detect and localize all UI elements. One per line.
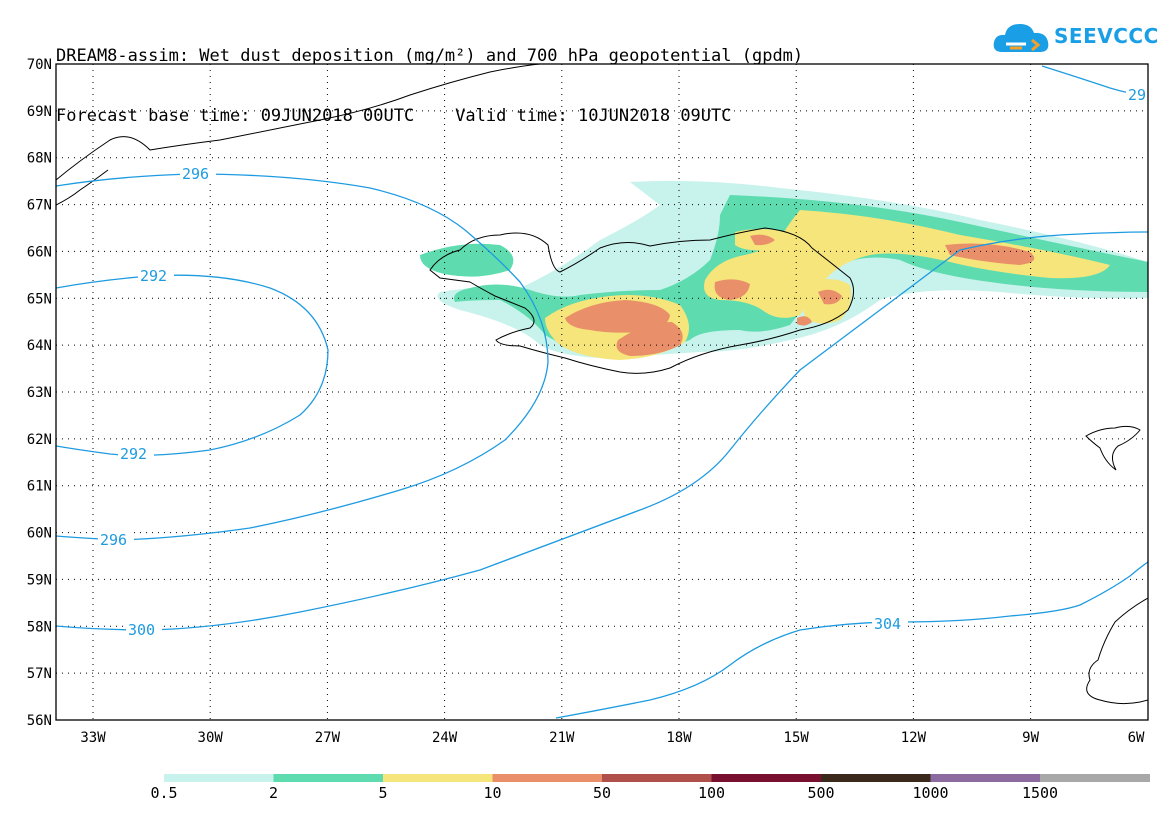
dust-deposition-shading xyxy=(420,180,1148,360)
legend-label: 100 xyxy=(698,784,725,802)
latitude-label: 62N xyxy=(27,432,52,448)
seevccc-logo: SEEVCCC xyxy=(992,18,1158,58)
contour-296-north xyxy=(56,173,549,541)
longitude-label: 27W xyxy=(315,730,341,746)
map-frame xyxy=(55,63,1149,721)
latitude-label: 60N xyxy=(27,526,52,542)
contour-label-304: 304 xyxy=(874,615,901,633)
logo-text: SEEVCCC xyxy=(1054,24,1159,48)
color-legend: 0.5 2 5 10 50 100 500 1000 1500 xyxy=(150,774,1150,802)
latitude-label: 70N xyxy=(27,57,52,73)
longitude-label: 6W xyxy=(1128,730,1145,746)
legend-swatch xyxy=(273,774,384,782)
latitude-label: 66N xyxy=(27,244,52,260)
contour-304 xyxy=(555,561,1148,719)
iceland-coastline xyxy=(429,227,854,374)
cloud-icon xyxy=(993,24,1049,52)
longitude-label: 30W xyxy=(198,730,224,746)
legend-label: 500 xyxy=(807,784,834,802)
contour-label-300: 300 xyxy=(128,621,155,639)
dust-area-10-g xyxy=(797,316,812,326)
coastlines xyxy=(56,64,1148,705)
longitude-label: 24W xyxy=(432,730,458,746)
longitude-label: 18W xyxy=(666,730,692,746)
legend-label: 1000 xyxy=(912,784,948,802)
contour-label-292-bottom: 292 xyxy=(120,445,147,463)
longitude-label: 15W xyxy=(784,730,810,746)
latitude-label: 64N xyxy=(27,338,52,354)
latitude-label: 57N xyxy=(27,666,52,682)
legend-label: 5 xyxy=(378,784,387,802)
latitude-label: 59N xyxy=(27,572,52,588)
dust-area-10-b xyxy=(616,322,683,356)
dust-area-10 xyxy=(565,300,670,333)
latitude-label: 63N xyxy=(27,385,52,401)
latitude-label: 56N xyxy=(27,713,52,729)
graticule xyxy=(56,64,1148,720)
title-line-2: Forecast base time: 09JUN2018 00UTC Vali… xyxy=(56,106,732,126)
legend-swatch xyxy=(492,774,603,782)
contour-label-292-top: 292 xyxy=(140,267,167,285)
legend-swatch xyxy=(164,774,274,782)
contour-label-29x: 29 xyxy=(1128,86,1146,104)
map-title: DREAM8-assim: Wet dust deposition (mg/m²… xyxy=(56,6,956,146)
legend-swatch xyxy=(821,774,931,782)
legend-swatch xyxy=(1040,774,1150,782)
legend-swatch xyxy=(602,774,712,782)
legend-label: 50 xyxy=(593,784,611,802)
contour-300 xyxy=(56,231,1148,631)
legend-swatch xyxy=(711,774,822,782)
latitude-label: 68N xyxy=(27,151,52,167)
legend-label: 0.5 xyxy=(150,784,177,802)
greenland-coastline xyxy=(56,64,541,181)
latitude-labels: 70N 69N 68N 67N 66N 65N 64N 63N 62N 61N 60N 59N 58N 5… xyxy=(27,57,52,729)
legend-label: 10 xyxy=(483,784,501,802)
latitude-label: 67N xyxy=(27,198,52,214)
dust-area-10-f xyxy=(818,289,842,305)
longitude-labels: 33W 30W 27W 24W 21W 18W 15W 12W 9W 6W xyxy=(80,730,1145,746)
longitude-label: 9W xyxy=(1022,730,1039,746)
longitude-label: 12W xyxy=(901,730,927,746)
latitude-label: 58N xyxy=(27,619,52,635)
latitude-label: 69N xyxy=(27,104,52,120)
dust-area-10-c xyxy=(714,279,750,300)
contour-292 xyxy=(56,274,329,456)
faroe-islands xyxy=(1085,425,1141,471)
dust-area-5 xyxy=(704,210,1110,318)
scotland-coastline xyxy=(1086,597,1148,705)
legend-label: 2 xyxy=(269,784,278,802)
contour-label-296-bottom: 296 xyxy=(100,531,127,549)
longitude-label: 21W xyxy=(549,730,575,746)
contour-labels: 296 292 292 296 300 304 29 xyxy=(98,86,1148,639)
legend-swatch xyxy=(383,774,493,782)
latitude-label: 61N xyxy=(27,479,52,495)
title-line-1: DREAM8-assim: Wet dust deposition (mg/m²… xyxy=(56,46,804,66)
contour-label-296-top: 296 xyxy=(182,165,209,183)
dust-area-10-e xyxy=(750,234,775,246)
legend-label: 1500 xyxy=(1022,784,1058,802)
greenland-east-coast xyxy=(56,169,109,206)
legend-swatch xyxy=(930,774,1041,782)
longitude-label: 33W xyxy=(80,730,106,746)
latitude-label: 65N xyxy=(27,291,52,307)
